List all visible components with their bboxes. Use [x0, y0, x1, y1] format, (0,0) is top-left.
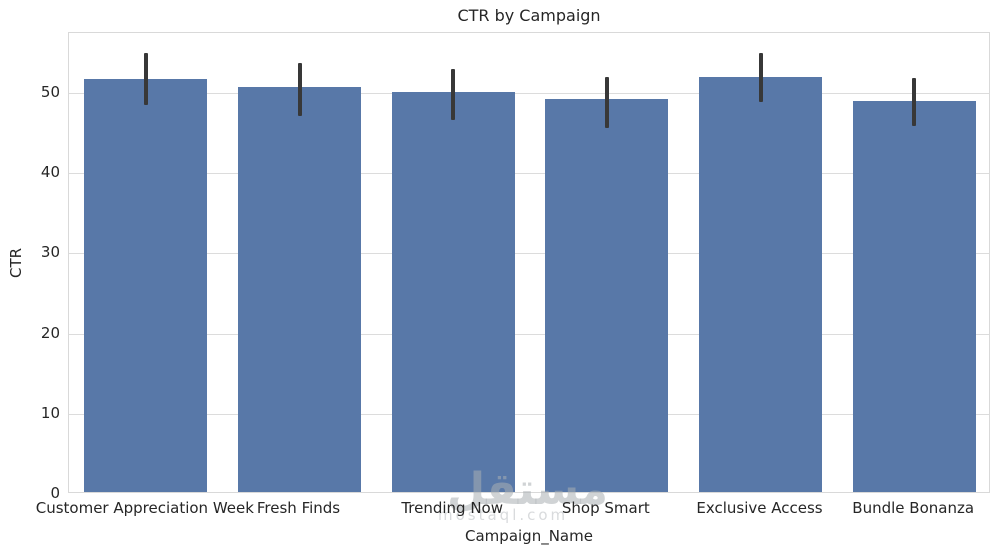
error-bar — [297, 62, 302, 117]
error-bar — [451, 69, 456, 121]
y-tick-label: 0 — [50, 484, 60, 502]
gridline — [69, 413, 989, 415]
x-axis-label: Campaign_Name — [465, 527, 593, 545]
plot-area — [68, 32, 990, 493]
bar — [238, 87, 361, 492]
y-tick-label: 10 — [40, 403, 60, 422]
x-tick-label: Trending Now — [401, 499, 503, 517]
chart-title: CTR by Campaign — [457, 6, 601, 25]
error-bar — [143, 53, 148, 106]
gridline — [69, 253, 989, 255]
gridline — [69, 333, 989, 335]
y-axis-label: CTR — [7, 247, 25, 279]
x-tick-label: Customer Appreciation Week — [35, 499, 254, 517]
bar — [391, 91, 515, 492]
y-tick-label: 30 — [40, 243, 60, 262]
error-bar — [758, 53, 763, 102]
bar — [84, 79, 208, 492]
error-bar — [912, 77, 917, 126]
error-bar — [604, 77, 609, 128]
bar — [852, 100, 976, 492]
y-tick-label: 50 — [40, 83, 60, 102]
gridline — [69, 93, 989, 95]
x-tick-label: Bundle Bonanza — [852, 499, 975, 517]
x-tick-label: Fresh Finds — [256, 499, 341, 517]
bar — [699, 76, 822, 492]
gridline — [69, 173, 989, 175]
y-tick-label: 20 — [40, 323, 60, 342]
x-tick-label: Exclusive Access — [696, 499, 823, 517]
bar — [545, 99, 669, 492]
x-tick-label: Shop Smart — [561, 499, 650, 517]
y-tick-label: 40 — [40, 163, 60, 182]
